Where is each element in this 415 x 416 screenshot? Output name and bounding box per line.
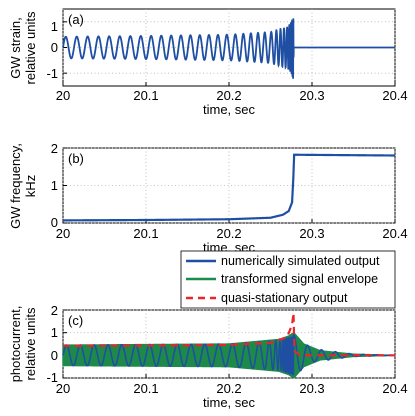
y-tick-label: -1 [46, 66, 58, 81]
x-tick-label: 20.3 [299, 381, 324, 396]
frequency-series-line [62, 153, 395, 222]
x-tick-label: 20.3 [299, 88, 324, 103]
x-tick-label: 20.4 [382, 226, 407, 241]
panel-b-y-axis-label-line2: kHz [23, 175, 38, 197]
panel-b-frequency-curve [62, 153, 395, 222]
x-tick-label: 20.1 [133, 381, 158, 396]
x-tick-label: 20.1 [133, 88, 158, 103]
x-tick-label: 20.2 [216, 88, 241, 103]
y-tick-label: 2 [51, 303, 58, 318]
panel-b-x-ticks: 20 20.1 20.2 20.3 20.4 [56, 226, 408, 241]
x-tick-label: 20.2 [216, 381, 241, 396]
y-tick-label: 0 [51, 40, 58, 55]
legend-box [180, 250, 396, 309]
panel-c-y-ticks: 2 1 0 -1 [46, 303, 58, 385]
x-tick-label: 20.1 [133, 226, 158, 241]
panel-a-y-axis-label-line1: GW strain, [8, 17, 23, 78]
panel-c-x-axis-label: time, sec [203, 395, 256, 410]
panel-b-y-ticks: 2 1 0 [51, 141, 58, 230]
panel-c-x-ticks: 20 20.1 20.2 20.3 20.4 [56, 381, 408, 396]
x-tick-label: 20 [56, 381, 70, 396]
panel-c-y-axis-label-line2: relative units [23, 307, 38, 380]
panel-b-label: (b) [68, 151, 84, 166]
strain-series-line [62, 18, 395, 79]
panel-a-gw-strain: (a) 20 20.1 20.2 20.3 20.4 1 0 -1 time, … [8, 8, 408, 117]
y-tick-label: 0 [51, 348, 58, 363]
panel-a-y-ticks: 1 0 -1 [46, 19, 58, 81]
y-tick-label: -1 [46, 370, 58, 385]
y-tick-label: 2 [51, 141, 58, 156]
panel-a-y-axis-label-line2: relative units [23, 11, 38, 84]
x-tick-label: 20.3 [299, 226, 324, 241]
panel-c-label: (c) [68, 313, 83, 328]
legend-label-quasi-stationary: quasi-stationary output [221, 291, 348, 305]
panel-b-y-axis-label-line1: GW frequency, [8, 143, 23, 229]
x-tick-label: 20.2 [216, 226, 241, 241]
legend-label-simulated: numerically simulated output [221, 254, 380, 268]
y-tick-label: 0 [51, 215, 58, 230]
x-tick-label: 20 [56, 88, 70, 103]
x-tick-label: 20 [56, 226, 70, 241]
panel-c-photocurrent: (c) 20 20.1 20.2 20.3 20.4 2 1 0 -1 time… [8, 250, 408, 410]
panel-a-strain-curve [62, 18, 395, 79]
panel-b-gw-frequency: (b) 20 20.1 20.2 20.3 20.4 2 1 0 time, s… [8, 141, 408, 255]
panel-c-curves [62, 312, 396, 379]
legend-label-envelope: transformed signal envelope [221, 272, 378, 286]
y-tick-label: 1 [51, 325, 58, 340]
x-tick-label: 20.4 [382, 381, 407, 396]
panel-c-y-axis-label-line1: photocurrent, [8, 306, 23, 383]
simulated-series-line [62, 334, 395, 376]
y-tick-label: 1 [51, 178, 58, 193]
y-tick-label: 1 [51, 19, 58, 34]
x-tick-label: 20.4 [382, 88, 407, 103]
panel-a-x-ticks: 20 20.1 20.2 20.3 20.4 [56, 88, 408, 103]
legend: numerically simulated output transformed… [180, 250, 396, 309]
panel-a-label: (a) [68, 12, 84, 27]
panel-a-x-axis-label: time, sec [203, 102, 256, 117]
